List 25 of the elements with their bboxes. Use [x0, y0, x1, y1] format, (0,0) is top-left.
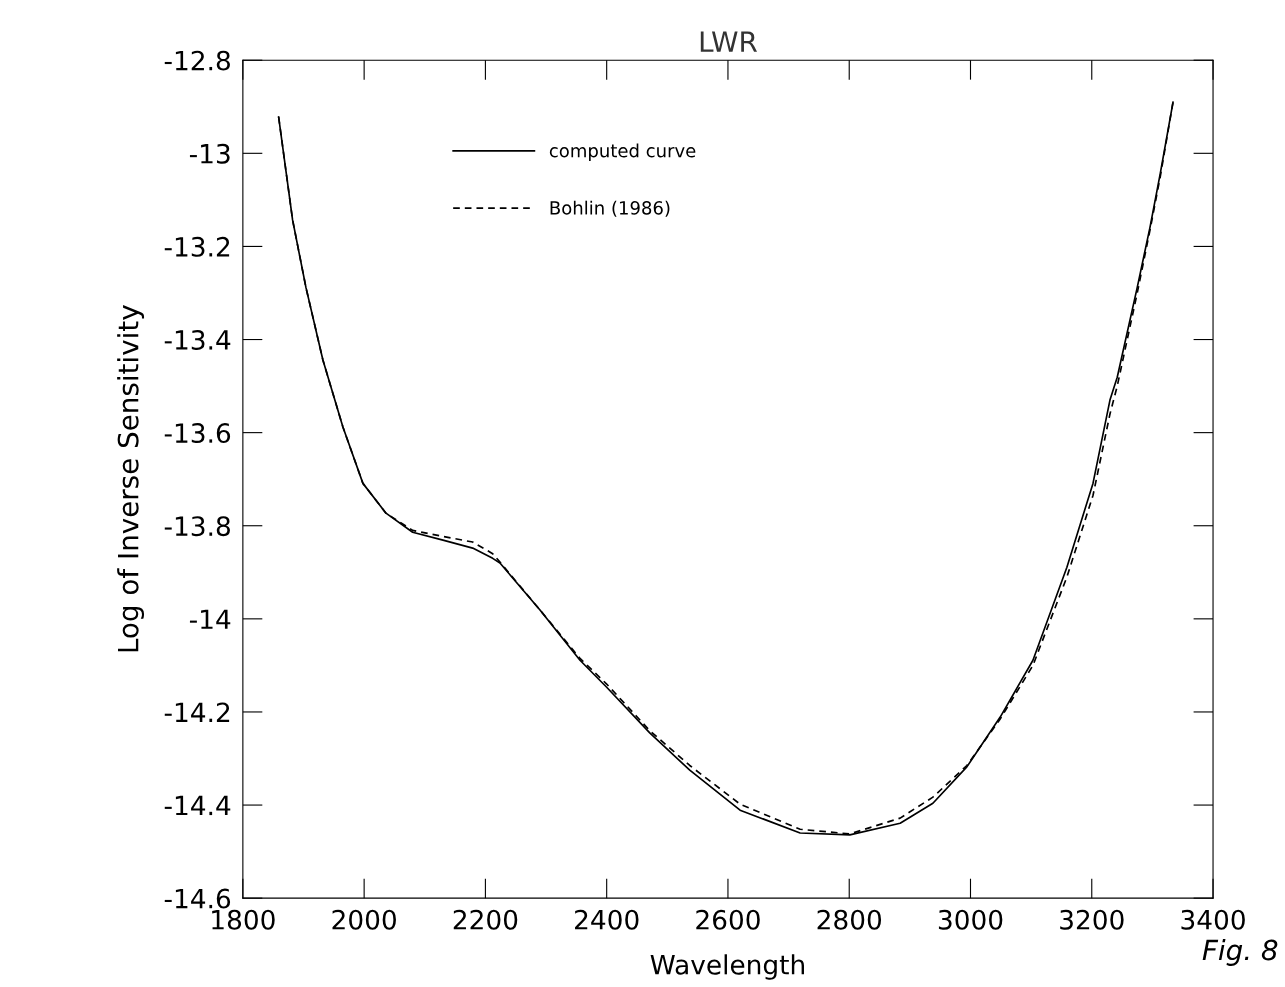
- legend-label: Bohlin (1986): [550, 200, 670, 217]
- x-tick-label: 2200: [453, 909, 518, 930]
- x-tick-label: 2600: [696, 909, 760, 930]
- y-tick-label: -14: [189, 609, 231, 629]
- y-axis-title: Log of Inverse Sensitivity: [117, 305, 145, 652]
- x-tick-label: 2400: [575, 909, 639, 930]
- chart-title: LWR: [700, 31, 758, 52]
- y-tick-label: -14.6: [164, 888, 231, 909]
- legend-label: computed curve: [549, 143, 696, 161]
- x-axis-title: Wavelength: [650, 954, 804, 980]
- y-tick-label: -13.4: [164, 329, 231, 350]
- x-tick-label: 3400: [1181, 909, 1245, 930]
- x-tick-label: 2800: [817, 909, 882, 930]
- x-tick-label: 1800: [212, 909, 275, 930]
- y-tick-label: -14.4: [164, 795, 231, 816]
- caption: Fig. 8: [1202, 939, 1278, 966]
- x-tick-label: 3000: [938, 909, 1003, 930]
- x-tick-label: 3200: [1060, 909, 1124, 930]
- y-tick-label: -13.2: [164, 236, 230, 257]
- y-tick-label: -13.6: [164, 423, 231, 444]
- y-tick-label: -13: [189, 143, 230, 164]
- x-tick-label: 2000: [332, 909, 396, 930]
- y-tick-label: -14.2: [164, 702, 230, 722]
- y-tick-label: -13.8: [164, 516, 230, 537]
- y-tick-label: -12.8: [164, 50, 230, 71]
